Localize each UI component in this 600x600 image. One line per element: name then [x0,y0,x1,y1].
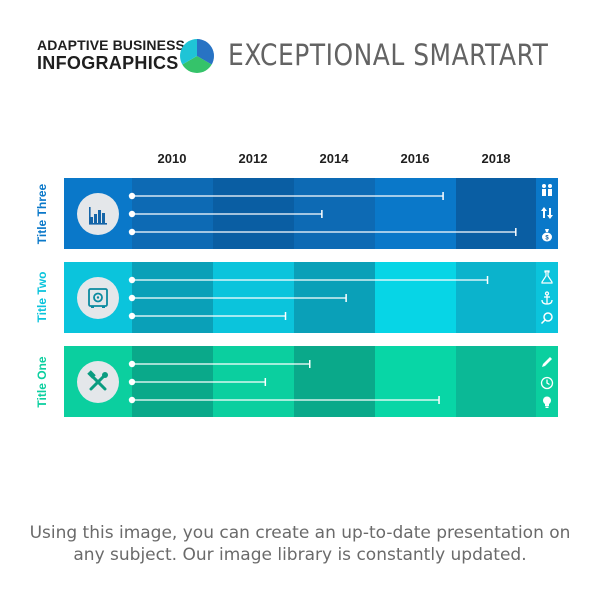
year-tick-2014: 2014 [319,151,349,166]
band-title-one [64,346,558,417]
magnifier-icon [540,312,553,325]
band-title-two [64,262,558,333]
row-icon-badge [77,361,119,403]
timeline-start-dot [128,228,136,236]
timeline-start-dot [128,210,136,218]
anchor-icon [541,291,553,305]
band-column [456,346,536,417]
tools-icon [87,370,108,391]
band-column [456,178,536,249]
brand-line2: INFOGRAPHICS [37,53,179,73]
timeline-start-dot [128,294,136,302]
timeline-title-one [128,360,440,404]
timeline-start-dot [128,312,136,320]
timeline-start-dot [128,276,136,284]
pencil-icon [542,357,552,367]
brand-line1: ADAPTIVE BUSINESS [37,37,185,53]
year-tick-2012: 2012 [238,151,268,166]
transfer-arrows-icon [541,207,553,219]
clock-icon [540,376,554,390]
people-icon [542,184,552,196]
band-icon-strip [536,178,558,249]
year-tick-2016: 2016 [400,151,430,166]
money-bag-icon: $ [542,229,552,242]
timeline-start-dot [128,396,136,404]
timeline-start-dot [128,192,136,200]
header: ADAPTIVE BUSINESS INFOGRAPHICS EXCEPTION… [0,0,600,100]
safe-icon [88,288,108,308]
band-column [456,262,536,333]
timeline-start-dot [128,378,136,386]
row-label-title-two: Title Two [35,271,49,323]
row-label-title-one: Title One [35,356,49,408]
flask-icon [541,270,553,284]
year-axis: 2010 2012 2014 2016 2018 [132,151,536,167]
lightbulb-icon [543,396,551,408]
timeline-title-two [128,276,489,320]
band-title-three: $ [64,178,558,249]
pie-logo-icon [180,39,214,73]
band-column [375,346,456,417]
timeline-title-three [128,192,517,236]
year-tick-2010: 2010 [157,151,187,166]
band-column [375,178,456,249]
year-tick-2018: 2018 [481,151,511,166]
bar-chart-icon [89,207,107,225]
footer-text: Using this image, you can create an up-t… [29,523,571,565]
row-icon-badge [77,193,119,235]
band-column [375,262,456,333]
page-title: EXCEPTIONAL SMARTART [228,38,549,72]
band-column [294,346,375,417]
timeline-start-dot [128,360,136,368]
svg-text:$: $ [545,236,549,242]
row-icon-badge [77,277,119,319]
row-label-title-three: Title Three [35,183,49,245]
